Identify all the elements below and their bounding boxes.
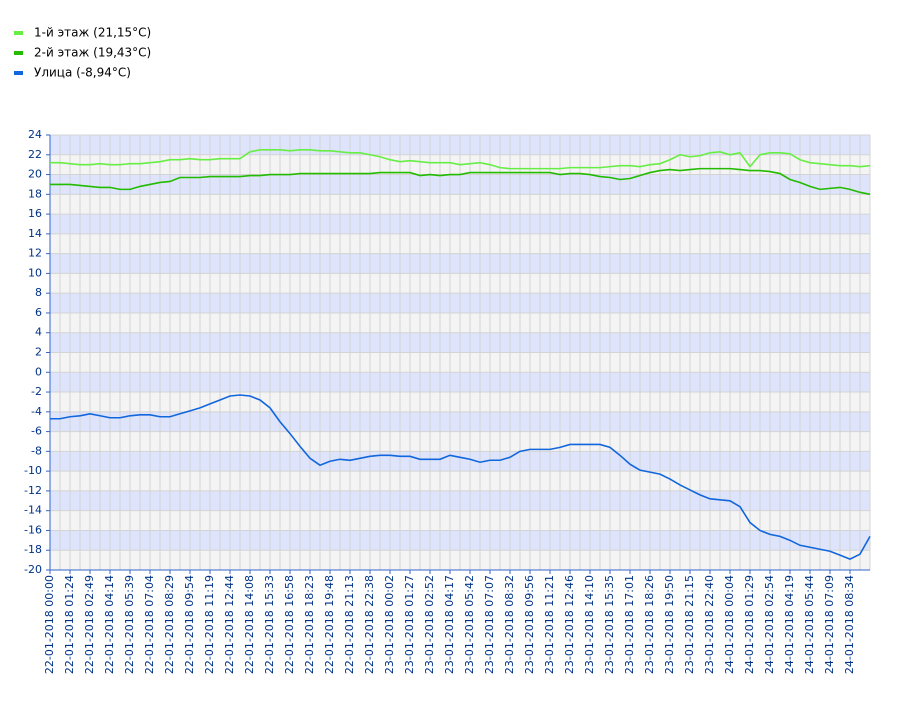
y-tick-label: 6 [35,306,42,319]
x-tick-label: 23-01-2018 15:35 [603,575,616,674]
x-tick-label: 22-01-2018 02:49 [83,575,96,674]
x-tick-label: 24-01-2018 08:34 [843,575,856,674]
x-tick-label: 24-01-2018 07:09 [823,575,836,674]
x-tick-label: 22-01-2018 00:00 [43,575,56,674]
x-tick-label: 23-01-2018 17:01 [623,575,636,674]
series-line [50,167,871,196]
x-tick-label: 22-01-2018 01:24 [63,575,76,674]
x-tick-label: 22-01-2018 15:33 [263,575,276,674]
x-tick-label: 22-01-2018 08:29 [163,575,176,674]
x-tick-label: 22-01-2018 12:44 [223,575,236,674]
x-tick-label: 24-01-2018 02:54 [763,575,776,674]
y-tick-label: -2 [31,385,42,398]
series-line [50,394,871,560]
y-tick-label: -6 [31,425,42,438]
x-tick-label: 23-01-2018 04:17 [443,575,456,674]
legend-label: 1-й этаж (21,15°C) [34,26,151,40]
x-tick-label: 22-01-2018 19:48 [323,575,336,674]
x-tick-label: 23-01-2018 18:26 [643,575,656,674]
legend-label: 2-й этаж (19,43°C) [34,46,151,60]
x-tick-label: 23-01-2018 07:07 [483,575,496,674]
y-tick-label: 2 [35,346,42,359]
x-tick-label: 22-01-2018 04:14 [103,575,116,674]
x-tick-label: 22-01-2018 18:23 [303,575,316,674]
y-tick-label: 8 [35,286,42,299]
x-tick-label: 23-01-2018 11:21 [543,575,556,674]
legend-swatch [14,51,23,55]
y-tick-label: 20 [28,168,42,181]
x-tick-label: 24-01-2018 00:04 [723,575,736,674]
x-tick-label: 22-01-2018 07:04 [143,575,156,674]
x-tick-label: 24-01-2018 05:44 [803,575,816,674]
y-tick-label: -20 [24,563,42,576]
y-tick-label: 24 [28,128,42,141]
x-tick-label: 23-01-2018 08:32 [503,575,516,674]
x-tick-label: 23-01-2018 19:50 [663,575,676,674]
x-tick-label: 24-01-2018 01:29 [743,575,756,674]
x-tick-label: 23-01-2018 02:52 [423,575,436,674]
y-tick-label: 16 [28,207,42,220]
x-tick-label: 22-01-2018 22:38 [363,575,376,674]
y-tick-label: -16 [24,523,42,536]
y-tick-label: -14 [24,504,42,517]
y-tick-label: -8 [31,444,42,457]
x-tick-label: 23-01-2018 21:15 [683,575,696,674]
y-tick-label: -18 [24,543,42,556]
x-tick-label: 23-01-2018 22:40 [703,575,716,674]
x-tick-label: 22-01-2018 09:54 [183,575,196,674]
y-tick-label: 18 [28,187,42,200]
y-tick-label: -10 [24,464,42,477]
y-tick-label: 12 [28,247,42,260]
y-tick-label: 4 [35,326,42,339]
x-tick-label: 22-01-2018 05:39 [123,575,136,674]
x-tick-label: 23-01-2018 00:02 [383,575,396,674]
x-tick-label: 22-01-2018 21:13 [343,575,356,674]
legend-label: Улица (-8,94°C) [34,66,131,80]
x-tick-label: 23-01-2018 01:27 [403,575,416,674]
y-tick-label: 14 [28,227,42,240]
y-tick-label: 10 [28,266,42,279]
y-tick-label: 0 [35,365,42,378]
y-tick-label: -4 [31,405,42,418]
legend-swatch [14,71,23,75]
x-tick-label: 23-01-2018 12:46 [563,575,576,674]
x-tick-label: 24-01-2018 04:19 [783,575,796,674]
x-tick-label: 23-01-2018 14:10 [583,575,596,674]
legend-swatch [14,31,23,35]
y-tick-label: 22 [28,148,42,161]
x-tick-label: 23-01-2018 05:42 [463,575,476,674]
x-tick-label: 23-01-2018 09:56 [523,575,536,674]
x-tick-label: 22-01-2018 16:58 [283,575,296,674]
y-tick-label: -12 [24,484,42,497]
x-tick-label: 22-01-2018 14:08 [243,575,256,674]
x-tick-label: 22-01-2018 11:19 [203,575,216,674]
series-line [50,149,871,170]
